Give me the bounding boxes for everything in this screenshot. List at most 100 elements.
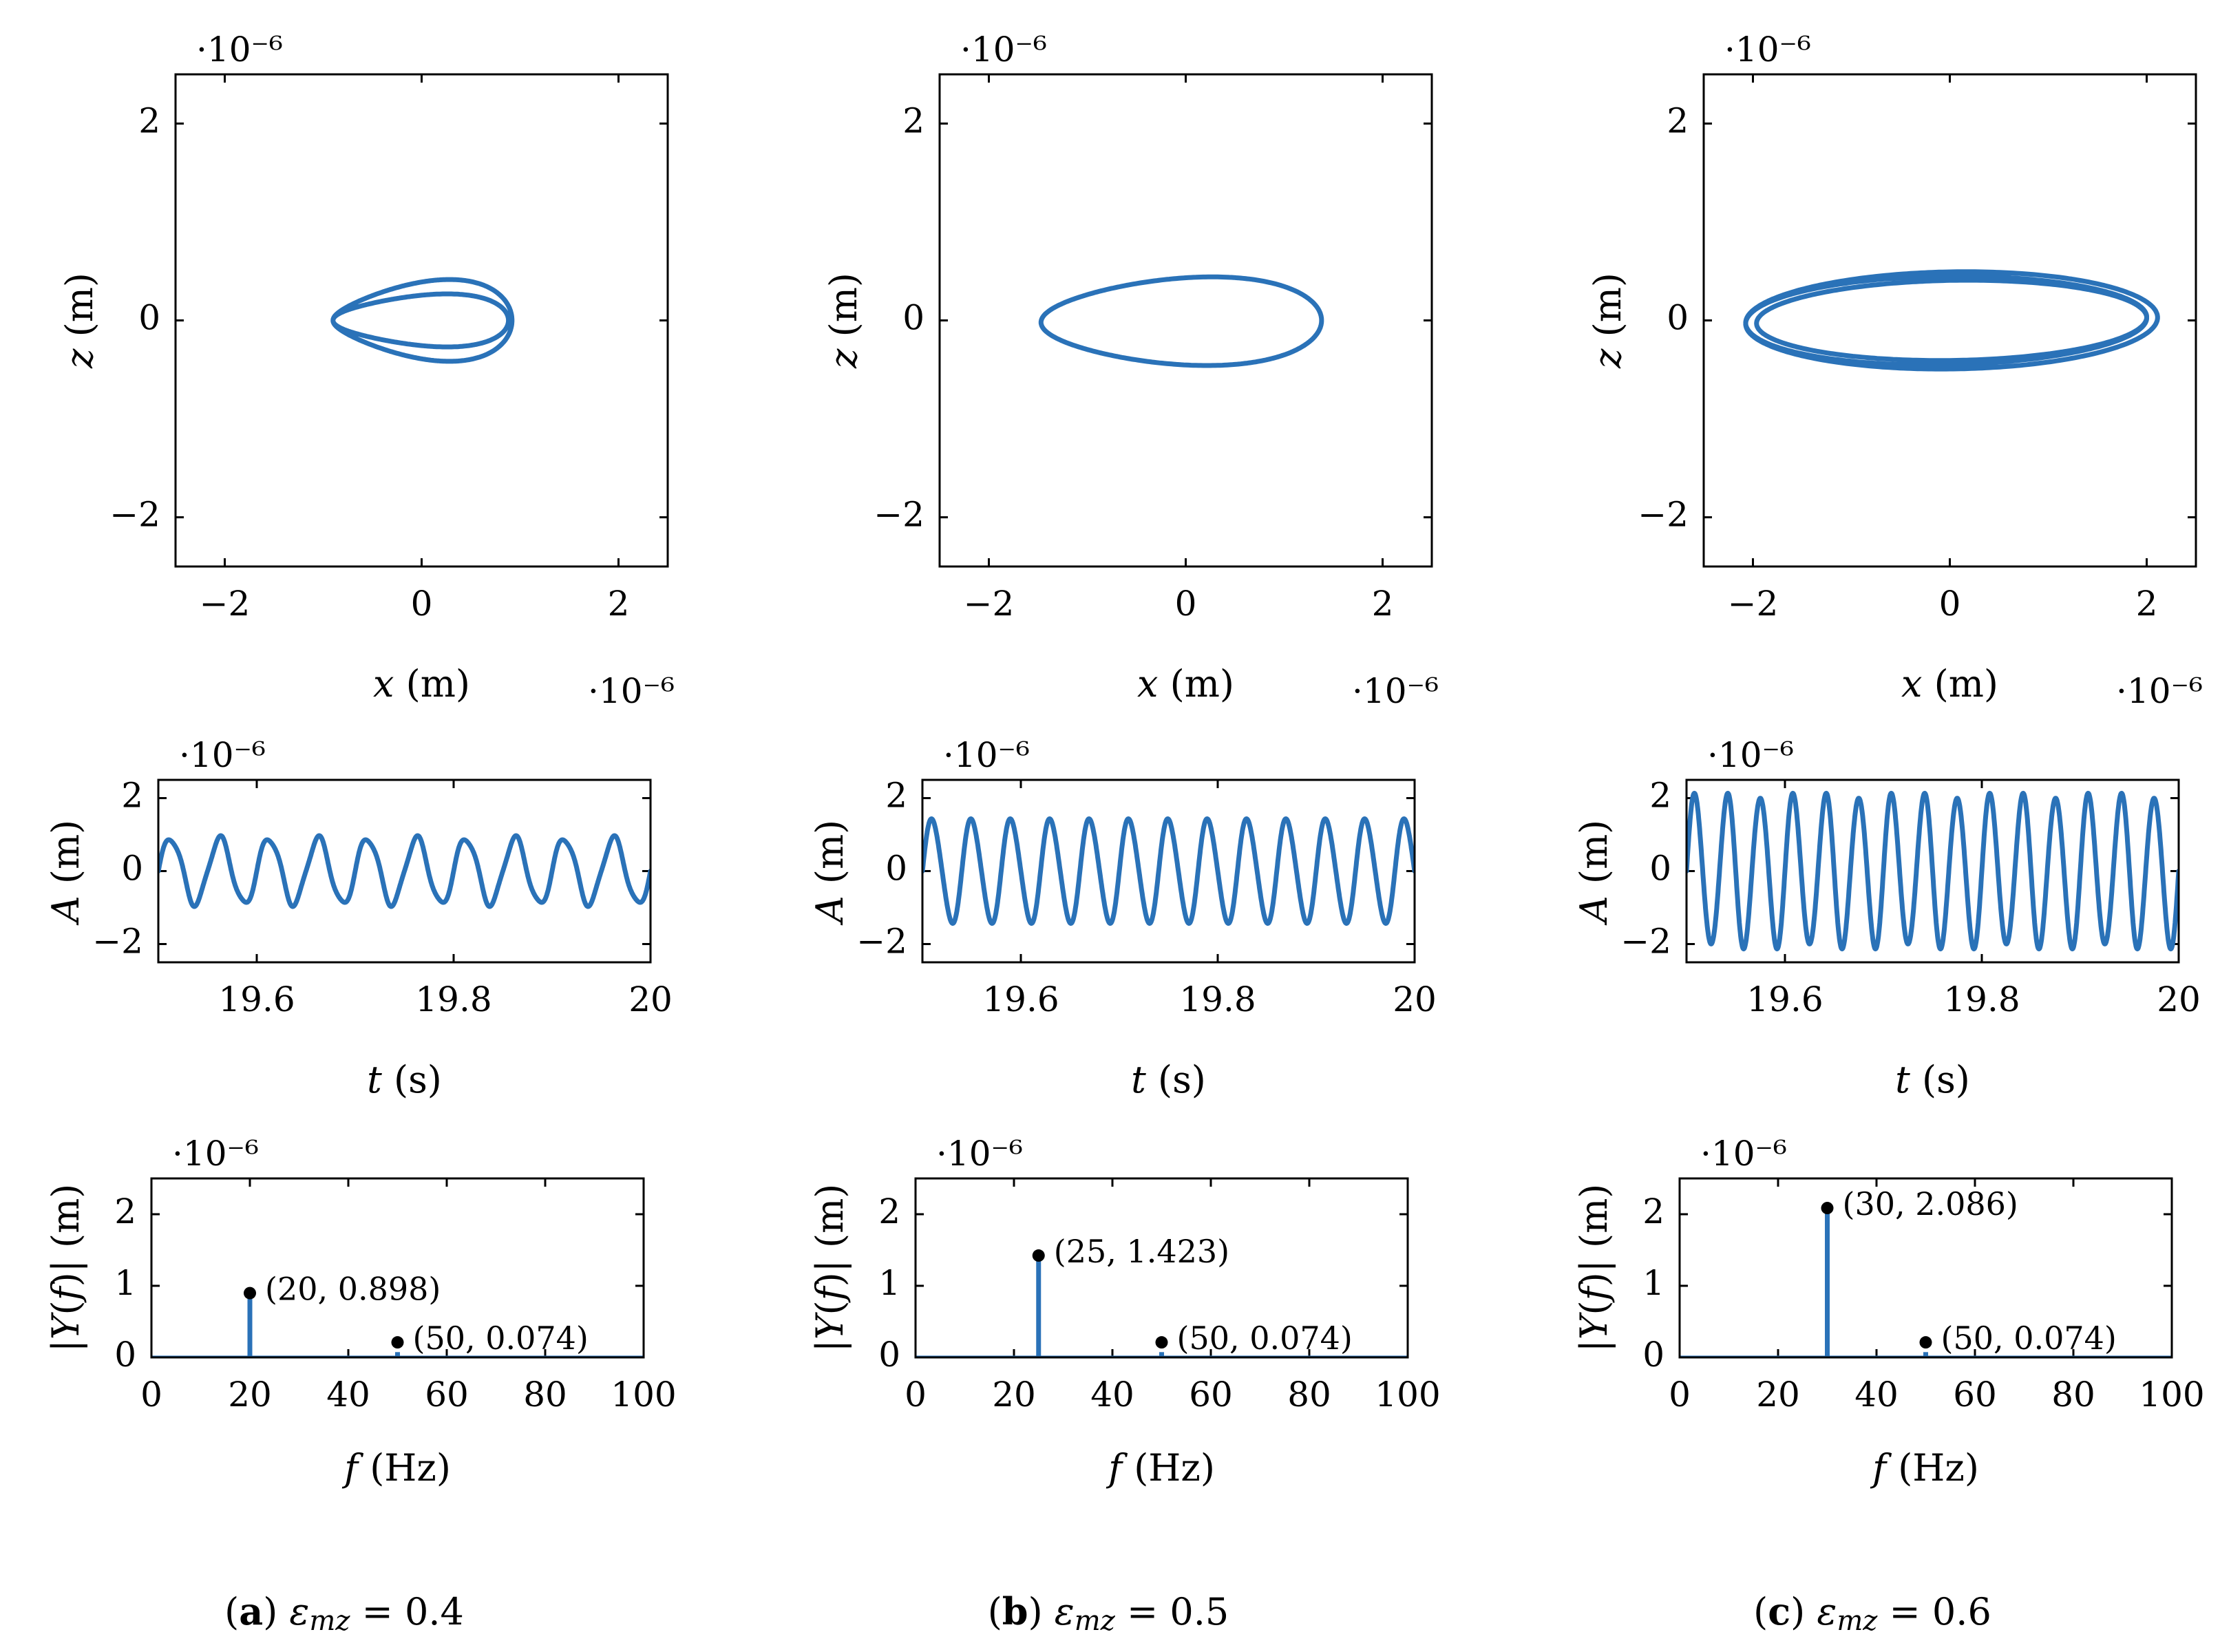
y-axis-label: |Y(f)| (m): [1572, 1184, 1616, 1353]
signal-curve: [158, 833, 651, 909]
x-tick-label: 60: [425, 1375, 469, 1415]
x-tick-label: 20: [228, 1375, 272, 1415]
x-tick-label: 19.8: [415, 979, 491, 1019]
x-tick-label: 20: [2157, 979, 2201, 1019]
y-tick-label: 0: [121, 849, 143, 889]
peak-annotation: (25, 1.423): [1054, 1233, 1229, 1270]
x-tick-label: 20: [628, 979, 673, 1019]
orbit-curve: [330, 277, 515, 364]
x-tick-label: −2: [964, 584, 1015, 624]
x-tick-label: 19.8: [1179, 979, 1256, 1019]
x-tick-label: 100: [1375, 1375, 1440, 1415]
peak-marker: [1919, 1336, 1932, 1349]
x-axis-label: x (m): [373, 662, 470, 706]
y-scale-label: ·10⁻⁶: [960, 30, 1047, 70]
y-tick-label: −2: [874, 495, 924, 535]
plot-frame: [1702, 73, 2197, 568]
y-tick-label: 2: [138, 101, 160, 141]
x-axis-label: f (Hz): [1106, 1446, 1215, 1490]
chart-time-c: 19.6 19.8 20 −2 0 2 ·10⁻⁶ t (s) A (m): [1572, 735, 2201, 1101]
y-axis-label: z (m): [822, 273, 865, 369]
x-axis-label: x (m): [1901, 662, 1998, 706]
y-scale-label: ·10⁻⁶: [1724, 30, 1811, 70]
orbit-curve: [1038, 274, 1324, 368]
y-scale-label: ·10⁻⁶: [1700, 1134, 1787, 1174]
x-tick-label: 0: [905, 1375, 927, 1415]
y-axis-label: |Y(f)| (m): [44, 1184, 87, 1353]
y-tick-label: 0: [885, 849, 907, 889]
y-tick-label: −2: [92, 922, 143, 962]
y-tick-label: 1: [878, 1263, 900, 1303]
x-scale-label: ·10⁻⁶: [1352, 671, 1439, 711]
x-axis-label: t (s): [1895, 1058, 1970, 1101]
x-tick-label: 100: [2139, 1375, 2204, 1415]
peak-marker: [1821, 1202, 1834, 1215]
y-tick-label: 2: [1649, 776, 1671, 816]
x-tick-label: 40: [326, 1375, 370, 1415]
x-tick-label: 20: [1756, 1375, 1800, 1415]
x-tick-label: 19.8: [1943, 979, 2020, 1019]
chart-orbit-a: −2 0 2 −2 0 2 ·10⁻⁶ ·10⁻⁶ x (m) z (m): [58, 30, 675, 711]
x-tick-label: −2: [200, 584, 251, 624]
x-tick-label: 19.6: [218, 979, 295, 1019]
chart-spectrum-c: 0 20 40 60 80 100 0 1 2 ·10⁻⁶ f (Hz) |Y(f)| (m) (30,…: [1572, 1134, 2205, 1490]
y-tick-label: 0: [138, 298, 160, 338]
plot-frame: [1678, 1177, 2173, 1359]
x-tick-label: 0: [140, 1375, 162, 1415]
y-tick-label: 1: [114, 1263, 136, 1303]
y-tick-label: 0: [1649, 849, 1671, 889]
x-axis-label: t (s): [367, 1058, 442, 1101]
x-tick-label: 60: [1189, 1375, 1233, 1415]
y-axis-label: A (m): [808, 820, 852, 926]
y-axis-label: |Y(f)| (m): [808, 1184, 852, 1353]
y-tick-label: −2: [109, 495, 160, 535]
peak-marker: [391, 1336, 404, 1349]
caption-c: (c) εmz = 0.6: [1753, 1589, 1991, 1637]
chart-orbit-b: −2 0 2 −2 0 2 ·10⁻⁶ ·10⁻⁶ x (m) z (m): [822, 30, 1439, 711]
peak-annotation: (20, 0.898): [265, 1271, 441, 1308]
y-tick-label: 0: [878, 1335, 900, 1375]
x-tick-label: 80: [2051, 1375, 2095, 1415]
x-axis-label: f (Hz): [1870, 1446, 1979, 1490]
peak-marker: [244, 1286, 256, 1300]
x-tick-label: 19.6: [1746, 979, 1823, 1019]
peak-annotation: (50, 0.074): [413, 1320, 589, 1357]
y-tick-label: 0: [114, 1335, 136, 1375]
x-tick-label: 40: [1854, 1375, 1899, 1415]
signal-curve: [1687, 790, 2179, 952]
x-tick-label: 0: [1669, 1375, 1691, 1415]
y-scale-label: ·10⁻⁶: [936, 1134, 1023, 1174]
chart-spectrum-b: 0 20 40 60 80 100 0 1 2 ·10⁻⁶ f (Hz) |Y(f)| (m) (25,…: [808, 1134, 1441, 1490]
y-tick-label: 2: [114, 1192, 136, 1231]
caption-b: (b) εmz = 0.5: [988, 1589, 1229, 1637]
chart-orbit-c: −2 0 2 −2 0 2 ·10⁻⁶ ·10⁻⁶ x (m) z (m): [1586, 30, 2203, 711]
y-scale-label: ·10⁻⁶: [196, 30, 283, 70]
x-scale-label: ·10⁻⁶: [2116, 671, 2203, 711]
y-tick-label: 0: [902, 298, 924, 338]
y-axis-label: A (m): [44, 820, 87, 926]
x-tick-label: 60: [1953, 1375, 1997, 1415]
y-scale-label: ·10⁻⁶: [179, 735, 266, 775]
x-tick-label: 40: [1090, 1375, 1134, 1415]
x-tick-label: 0: [1175, 584, 1197, 624]
y-tick-label: 2: [1642, 1192, 1664, 1231]
plot-frame: [1685, 779, 2180, 964]
y-tick-label: 0: [1667, 298, 1689, 338]
y-tick-label: 2: [902, 101, 924, 141]
plot-frame: [914, 1177, 1409, 1359]
plot-frame: [150, 1177, 645, 1359]
x-tick-label: 2: [2136, 584, 2158, 624]
caption-a: (a) εmz = 0.4: [224, 1589, 464, 1637]
plot-frame: [921, 779, 1416, 964]
x-tick-label: 20: [1393, 979, 1437, 1019]
y-scale-label: ·10⁻⁶: [943, 735, 1030, 775]
y-tick-label: 0: [1642, 1335, 1664, 1375]
chart-time-a: 19.6 19.8 20 −2 0 2 ·10⁻⁶ t (s) A (m): [44, 735, 673, 1101]
y-tick-label: 2: [878, 1192, 900, 1231]
peak-marker: [1155, 1336, 1168, 1349]
x-scale-label: ·10⁻⁶: [588, 671, 675, 711]
y-axis-label: z (m): [58, 273, 101, 369]
peak-marker: [1032, 1249, 1045, 1262]
plot-frame: [157, 779, 652, 964]
plot-frame: [938, 73, 1433, 568]
